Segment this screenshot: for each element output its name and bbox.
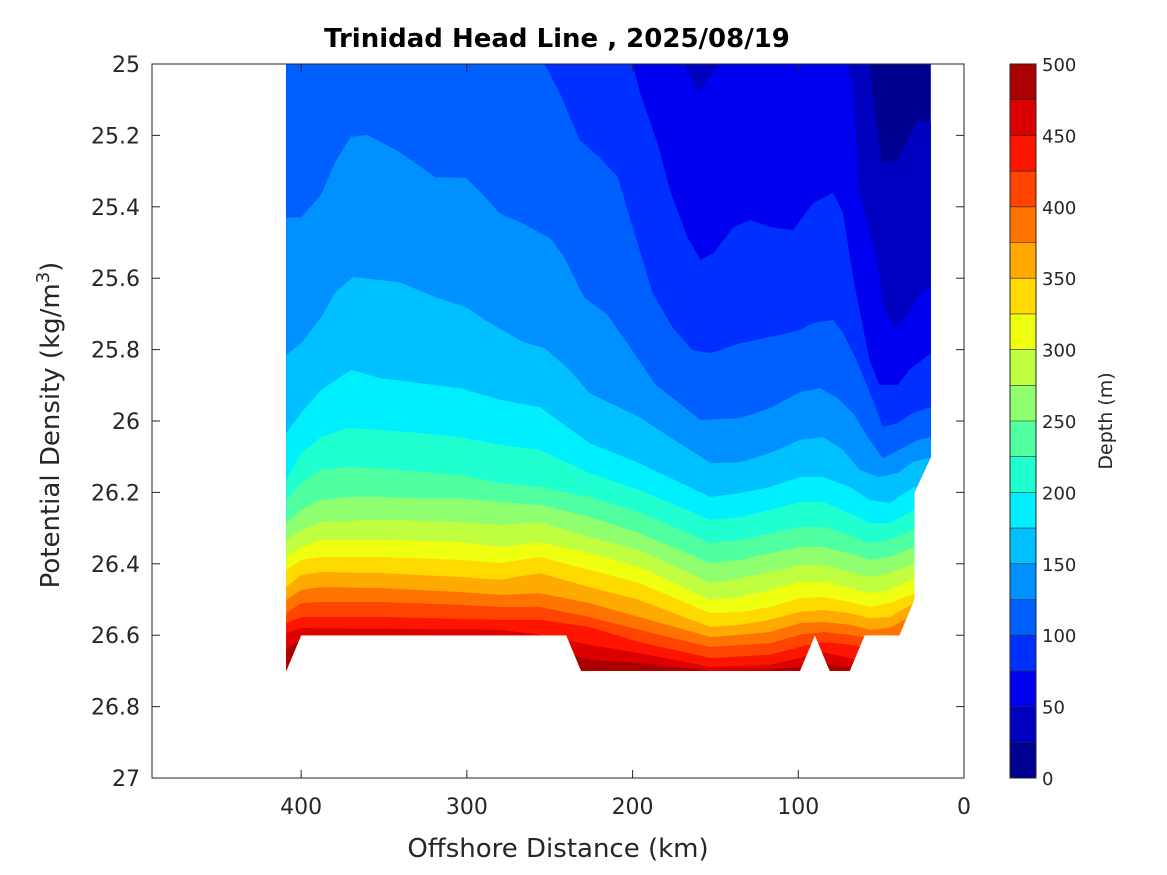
colorbar-swatch-150 [1010, 528, 1036, 565]
colorbar-swatch-325 [1010, 278, 1036, 315]
colorbar-swatch-175 [1010, 492, 1036, 529]
colorbar-swatch-100 [1010, 599, 1036, 636]
colorbar-tick-label: 500 [1042, 55, 1076, 76]
colorbar-swatch-450 [1010, 99, 1036, 136]
colorbar-swatch-25 [1010, 706, 1036, 743]
colorbar-swatch-125 [1010, 563, 1036, 600]
y-tick-label: 25.8 [91, 339, 140, 364]
y-tick-label: 26.2 [91, 481, 140, 506]
colorbar: 0 50 100 150 200 250 300 350 400 450 500 [1009, 55, 1076, 790]
colorbar-tick-label: 300 [1042, 341, 1076, 362]
colorbar-tick-label: 150 [1042, 555, 1076, 576]
colorbar-swatch-425 [1010, 135, 1036, 172]
axis-ticks [152, 63, 965, 779]
colorbar-frame [1009, 63, 1037, 779]
y-tick-label: 25.2 [91, 124, 140, 149]
y-axis-label: Potential Density (kg/m3) [33, 262, 66, 589]
x-tick-label: 300 [446, 795, 488, 820]
y-axis-label-main: Potential Density (kg/m [36, 283, 66, 588]
colorbar-swatch-50 [1010, 670, 1036, 707]
x-tick-label: 400 [280, 795, 322, 820]
colorbar-tick-label: 200 [1042, 483, 1076, 504]
x-tick-label: 0 [957, 795, 971, 820]
x-tick-label: 200 [612, 795, 654, 820]
colorbar-swatch-375 [1010, 206, 1036, 243]
colorbar-tick-label: 100 [1042, 626, 1076, 647]
y-axis-label-end: ) [36, 262, 66, 272]
colorbar-tick-label: 400 [1042, 198, 1076, 219]
axes-box [151, 63, 965, 779]
colorbar-swatch-475 [1010, 64, 1036, 101]
colorbar-label: Depth (m) [1095, 372, 1117, 469]
colorbar-swatch-400 [1010, 171, 1036, 208]
y-tick-label: 25.6 [91, 267, 140, 292]
y-tick-label: 27 [112, 767, 140, 792]
y-tick-label: 26.4 [91, 553, 140, 578]
y-tick-label: 26.6 [91, 624, 140, 649]
colorbar-swatch-225 [1010, 421, 1036, 458]
x-axis-label: Offshore Distance (km) [407, 834, 708, 864]
colorbar-swatch-75 [1010, 635, 1036, 672]
y-tick-label: 26 [112, 410, 140, 435]
colorbar-tick-label: 0 [1042, 769, 1053, 790]
colorbar-swatch-275 [1010, 349, 1036, 386]
colorbar-swatch-200 [1010, 456, 1036, 493]
colorbar-swatch-250 [1010, 385, 1036, 422]
colorbar-swatch-0 [1010, 742, 1036, 779]
y-tick-label: 25 [112, 53, 140, 78]
colorbar-swatch-300 [1010, 313, 1036, 350]
y-tick-label: 26.8 [91, 696, 140, 721]
colorbar-tick-label: 50 [1042, 698, 1065, 719]
x-tick-label: 100 [777, 795, 819, 820]
chart-title: Trinidad Head Line , 2025/08/19 [324, 24, 790, 54]
colorbar-tick-label: 350 [1042, 269, 1076, 290]
colorbar-tick-label: 250 [1042, 412, 1076, 433]
y-axis-label-superscript: 3 [33, 272, 54, 283]
y-tick-label: 25.4 [91, 196, 140, 221]
colorbar-swatch-350 [1010, 242, 1036, 279]
colorbar-tick-label: 450 [1042, 126, 1076, 147]
